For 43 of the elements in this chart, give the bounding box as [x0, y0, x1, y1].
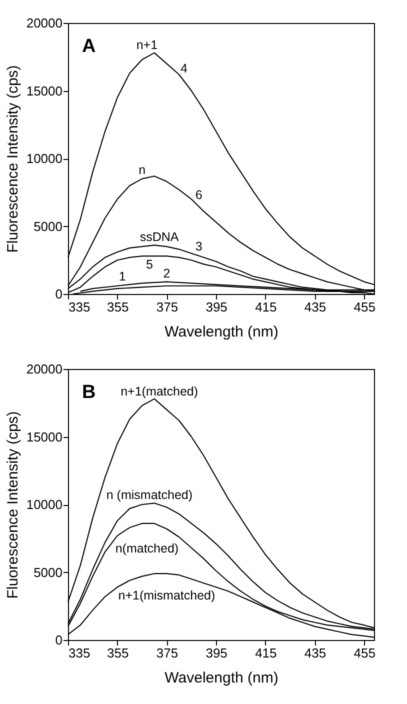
annotation: 6 — [195, 188, 202, 202]
y-tick-label: 10000 — [26, 497, 62, 512]
y-tick-label: 15000 — [26, 83, 62, 98]
y-tick-label: 5000 — [34, 218, 62, 234]
y-axis-title: Fluorescence Intensity (cps) — [4, 411, 22, 599]
x-tick-label: 415 — [255, 646, 277, 660]
y-tick-label: 0 — [55, 632, 62, 648]
y-tick-label: 10000 — [26, 151, 62, 166]
y-tick-label: 20000 — [26, 16, 62, 30]
x-tick-label: 455 — [354, 646, 376, 660]
x-axis-title: Wavelength (nm) — [164, 324, 278, 340]
annotation: 4 — [180, 61, 188, 76]
x-tick-label: 395 — [206, 646, 228, 660]
annotation: n(matched) — [115, 541, 179, 556]
annotation: B — [82, 382, 96, 403]
annotation: 3 — [195, 239, 202, 254]
x-tick-label: 395 — [206, 300, 228, 314]
x-tick-label: 435 — [304, 646, 326, 660]
x-tick-label: 355 — [107, 300, 129, 314]
annotation: n+1(matched) — [120, 384, 198, 398]
annotation: A — [82, 36, 96, 57]
x-tick-label: 415 — [255, 300, 277, 314]
x-tick-label: 375 — [156, 300, 178, 314]
x-tick-label: 435 — [304, 300, 326, 314]
y-tick-label: 5000 — [34, 564, 62, 580]
annotation: 2 — [163, 266, 170, 281]
annotation: n+1(mismatched) — [118, 588, 216, 603]
x-tick-label: 455 — [354, 300, 376, 314]
y-axis-title: Fluorescence Intensity (cps) — [4, 65, 22, 253]
x-axis-title: Wavelength (nm) — [164, 670, 278, 686]
y-tick-label: 0 — [55, 286, 62, 302]
annotation: 5 — [146, 257, 153, 272]
x-tick-label: 375 — [156, 646, 178, 660]
annotation: n+1 — [136, 38, 158, 52]
annotation: ssDNA — [140, 230, 180, 244]
annotation: n — [138, 162, 146, 177]
x-tick-label: 335 — [68, 300, 90, 314]
annotation: 1 — [118, 270, 126, 284]
y-tick-label: 20000 — [26, 362, 62, 376]
y-tick-label: 15000 — [26, 429, 62, 444]
x-tick-label: 335 — [68, 646, 90, 660]
annotation: n (mismatched) — [106, 488, 193, 502]
x-tick-label: 355 — [107, 646, 129, 660]
